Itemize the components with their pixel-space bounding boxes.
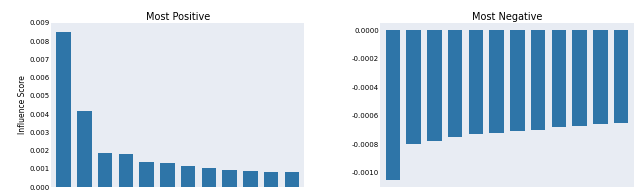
Bar	[572, 30, 587, 126]
Bar	[223, 170, 237, 187]
Bar	[98, 152, 113, 187]
Bar	[552, 30, 566, 127]
Bar	[140, 162, 154, 187]
Bar	[427, 30, 442, 142]
Bar	[468, 30, 483, 134]
Bar	[243, 171, 258, 187]
Bar	[118, 154, 133, 187]
Bar	[181, 166, 195, 187]
Bar	[614, 30, 628, 123]
Title: Most Negative: Most Negative	[472, 12, 542, 22]
Bar	[593, 30, 607, 124]
Y-axis label: Influence Score: Influence Score	[18, 76, 27, 134]
Bar	[406, 30, 421, 144]
Bar	[531, 30, 545, 130]
Bar	[448, 30, 462, 137]
Bar	[202, 168, 216, 187]
Bar	[510, 30, 525, 131]
Bar	[56, 32, 71, 187]
Bar	[264, 172, 278, 187]
Bar	[285, 172, 300, 187]
Bar	[490, 30, 504, 133]
Bar	[385, 30, 400, 180]
Bar	[160, 163, 175, 187]
Bar	[77, 111, 92, 187]
Title: Most Positive: Most Positive	[146, 12, 210, 22]
